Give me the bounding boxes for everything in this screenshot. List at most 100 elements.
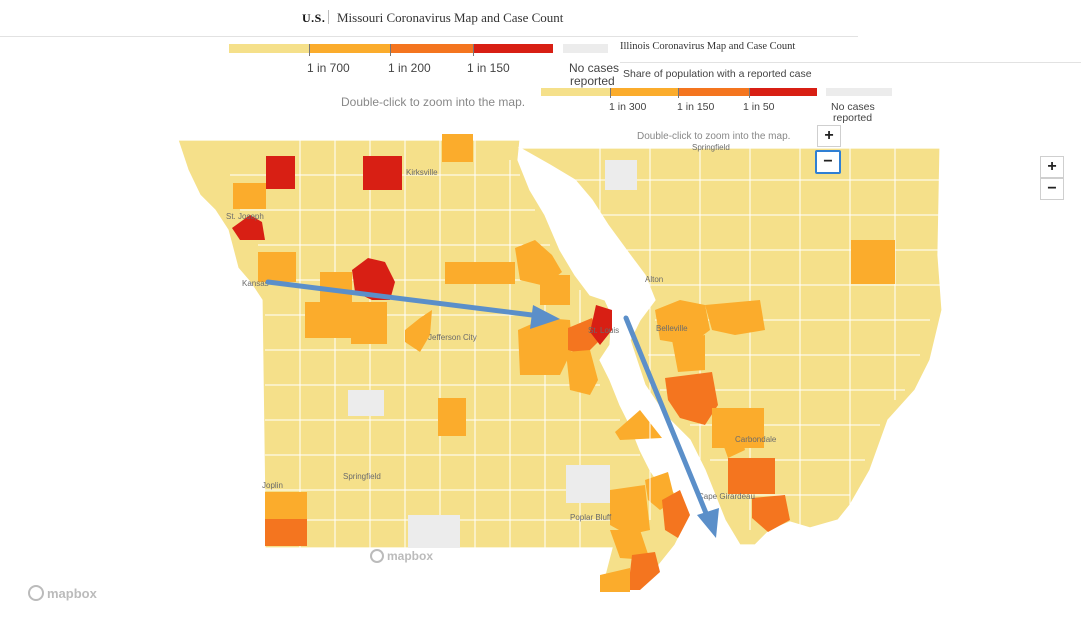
mapbox-icon — [28, 585, 44, 601]
county-red[interactable] — [266, 156, 295, 189]
legend-swatch-low — [229, 44, 309, 53]
il-county-orange[interactable] — [851, 240, 895, 284]
county-orange[interactable] — [445, 262, 515, 284]
legend-tick — [473, 44, 474, 56]
county-no-cases[interactable] — [566, 465, 610, 503]
il-legend-swatch-no-cases — [826, 88, 892, 96]
section-label[interactable]: U.S. — [302, 11, 326, 25]
il-county-dark-orange[interactable] — [752, 495, 790, 532]
legend-no-cases-label: No cases — [569, 61, 620, 75]
county-red[interactable] — [363, 156, 402, 190]
city-label-joplin: Joplin — [262, 481, 283, 490]
county-orange[interactable] — [258, 252, 296, 282]
il-county-orange[interactable] — [655, 300, 710, 345]
legend-label-1: 1 in 700 — [307, 61, 350, 75]
city-label-springfield-il: Springfield — [692, 143, 730, 152]
il-county-orange[interactable] — [672, 335, 705, 372]
city-label-st-joseph: St. Joseph — [226, 212, 264, 221]
il-map-hint: Double-click to zoom into the map. — [637, 131, 791, 142]
county-dark-orange[interactable] — [628, 552, 660, 590]
city-label-carbondale: Carbondale — [735, 435, 777, 444]
county-orange[interactable] — [600, 568, 630, 592]
zoom-in-button[interactable]: + — [817, 125, 841, 147]
mapbox-attribution-center[interactable]: mapbox — [370, 549, 433, 563]
mapbox-text: mapbox — [47, 585, 97, 601]
il-legend-tick — [749, 88, 750, 98]
legend-tick — [309, 44, 310, 56]
overlay-subtitle: Share of population with a reported case — [623, 68, 812, 80]
county-red[interactable] — [590, 305, 612, 345]
arrow-head — [697, 508, 719, 538]
county-orange[interactable] — [351, 302, 387, 344]
city-label-jefferson-city: Jefferson City — [428, 333, 477, 342]
city-label-cape-girardeau: Cape Girardeau — [698, 492, 755, 501]
plus-icon: + — [1047, 158, 1057, 175]
illinois-counties — [517, 147, 943, 546]
city-label-poplar-bluff: Poplar Bluff — [570, 513, 612, 522]
il-county-dark-orange[interactable] — [665, 372, 718, 425]
il-legend-swatch-mid — [610, 88, 678, 96]
legend-swatch-highest — [473, 44, 553, 53]
county-orange[interactable] — [265, 492, 307, 519]
county-orange[interactable] — [405, 310, 432, 352]
header-divider — [0, 36, 858, 37]
city-label-springfield: Springfield — [343, 472, 381, 481]
county-orange[interactable] — [442, 134, 473, 162]
zoom-in-button-secondary[interactable]: + — [1040, 156, 1064, 178]
zoom-out-button[interactable]: − — [815, 150, 841, 174]
il-legend-label-2: 1 in 150 — [677, 101, 715, 113]
county-no-cases[interactable] — [348, 390, 384, 416]
county-orange[interactable] — [305, 302, 351, 338]
il-legend-no-cases-label: No cases — [831, 101, 875, 113]
il-legend-swatch-highest — [749, 88, 817, 96]
county-orange[interactable] — [518, 318, 572, 375]
il-county-orange[interactable] — [718, 428, 745, 458]
mapbox-attribution-left[interactable]: mapbox — [28, 585, 97, 601]
county-orange[interactable] — [610, 485, 650, 535]
page-title: Missouri Coronavirus Map and Case Count — [337, 10, 564, 25]
il-county-dark-orange[interactable] — [728, 458, 775, 494]
arrow-kc-to-stl — [265, 279, 543, 319]
header-separator — [328, 10, 329, 24]
plus-icon: + — [824, 127, 834, 144]
county-dark-orange[interactable] — [265, 519, 307, 546]
arrow-head — [530, 305, 560, 329]
county-orange[interactable] — [610, 530, 650, 560]
mapbox-icon — [370, 549, 384, 563]
il-legend-tick — [610, 88, 611, 98]
county-red[interactable] — [352, 258, 395, 300]
county-dark-orange[interactable] — [662, 490, 690, 538]
il-legend-label-3: 1 in 50 — [743, 101, 775, 113]
city-label-kansas-city: Kansas — [242, 279, 269, 288]
city-label-st-louis: St. Louis — [588, 326, 619, 335]
county-red[interactable] — [232, 215, 265, 240]
county-no-cases[interactable] — [408, 515, 460, 548]
il-legend-no-cases-label-2: reported — [833, 112, 873, 124]
county-orange[interactable] — [233, 183, 266, 209]
legend-no-cases-label-2: reported — [570, 74, 615, 88]
il-legend-tick — [678, 88, 679, 98]
map-hint: Double-click to zoom into the map. — [341, 95, 526, 109]
minus-icon: − — [823, 153, 833, 170]
il-county-orange[interactable] — [705, 300, 765, 335]
legend-swatch-high — [390, 44, 473, 53]
legend-swatch-mid — [309, 44, 390, 53]
legend-label-2: 1 in 200 — [388, 61, 431, 75]
arrow-stl-to-cape — [623, 315, 711, 521]
overlay-title-bg — [608, 38, 858, 56]
mapbox-text: mapbox — [387, 549, 434, 563]
il-legend-label-1: 1 in 300 — [609, 101, 647, 113]
il-county-borders — [560, 148, 940, 530]
county-orange[interactable] — [566, 350, 598, 395]
zoom-out-button-secondary[interactable]: − — [1040, 178, 1064, 200]
annotation-arrows — [265, 279, 719, 538]
county-orange[interactable] — [515, 240, 562, 286]
city-label-belleville: Belleville — [656, 324, 688, 333]
county-orange[interactable] — [540, 275, 570, 305]
il-legend-swatch-high — [678, 88, 749, 96]
minus-icon: − — [1047, 180, 1057, 197]
il-county-no-cases[interactable] — [605, 160, 637, 190]
county-orange[interactable] — [438, 398, 466, 436]
city-label-kirksville: Kirksville — [406, 168, 438, 177]
